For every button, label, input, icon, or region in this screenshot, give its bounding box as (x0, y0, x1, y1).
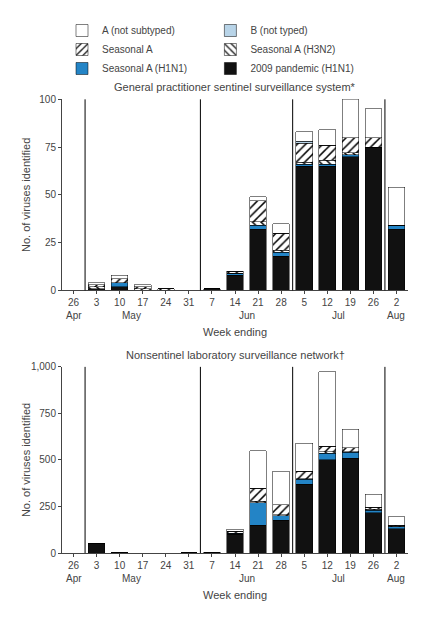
svg-text:19: 19 (345, 297, 357, 308)
svg-text:26: 26 (68, 560, 80, 571)
svg-text:750: 750 (39, 408, 56, 419)
svg-text:2: 2 (394, 297, 400, 308)
svg-text:Week ending: Week ending (203, 326, 267, 338)
svg-text:Seasonal A (H1N1): Seasonal A (H1N1) (102, 63, 187, 74)
svg-text:31: 31 (183, 297, 195, 308)
svg-text:Jun: Jun (239, 310, 255, 321)
svg-text:50: 50 (45, 189, 57, 200)
svg-text:May: May (122, 573, 141, 584)
svg-text:Aug: Aug (387, 573, 405, 584)
svg-text:3: 3 (94, 297, 100, 308)
svg-text:Week ending: Week ending (203, 589, 267, 601)
svg-text:Apr: Apr (66, 310, 82, 321)
svg-text:21: 21 (253, 297, 265, 308)
svg-text:2009 pandemic (H1N1): 2009 pandemic (H1N1) (250, 63, 353, 74)
svg-text:14: 14 (229, 560, 241, 571)
svg-text:A (not subtyped): A (not subtyped) (102, 25, 175, 36)
svg-text:24: 24 (160, 560, 172, 571)
svg-text:10: 10 (114, 560, 126, 571)
svg-text:26: 26 (368, 560, 380, 571)
svg-text:Seasonal A (H3N2): Seasonal A (H3N2) (250, 44, 335, 55)
svg-text:May: May (122, 310, 141, 321)
svg-text:0: 0 (50, 548, 56, 559)
svg-text:Jul: Jul (332, 310, 345, 321)
svg-text:14: 14 (229, 297, 241, 308)
svg-text:100: 100 (39, 94, 56, 105)
svg-text:Jul: Jul (332, 573, 345, 584)
svg-text:1,000: 1,000 (31, 361, 56, 372)
svg-text:5: 5 (301, 560, 307, 571)
svg-text:17: 17 (137, 297, 149, 308)
svg-text:5: 5 (301, 297, 307, 308)
svg-text:26: 26 (368, 297, 380, 308)
svg-text:3: 3 (94, 560, 100, 571)
svg-text:10: 10 (114, 297, 126, 308)
svg-text:31: 31 (183, 560, 195, 571)
svg-text:7: 7 (209, 560, 215, 571)
svg-text:No. of viruses identified: No. of viruses identified (20, 138, 32, 252)
svg-text:12: 12 (322, 297, 334, 308)
svg-text:12: 12 (322, 560, 334, 571)
svg-text:2: 2 (394, 560, 400, 571)
svg-text:25: 25 (45, 237, 57, 248)
svg-text:Seasonal A: Seasonal A (102, 44, 153, 55)
svg-text:21: 21 (253, 560, 265, 571)
svg-text:Jun: Jun (239, 573, 255, 584)
svg-text:250: 250 (39, 501, 56, 512)
svg-text:No. of viruses identified: No. of viruses identified (20, 403, 32, 517)
svg-text:75: 75 (45, 142, 57, 153)
svg-text:19: 19 (345, 560, 357, 571)
svg-text:17: 17 (137, 560, 149, 571)
svg-text:0: 0 (50, 285, 56, 296)
svg-text:500: 500 (39, 454, 56, 465)
svg-text:28: 28 (276, 560, 288, 571)
svg-text:7: 7 (209, 297, 215, 308)
svg-text:Aug: Aug (387, 310, 405, 321)
svg-text:26: 26 (68, 297, 80, 308)
svg-text:Apr: Apr (66, 573, 82, 584)
svg-text:General practitioner sentinel: General practitioner sentinel surveillan… (114, 81, 356, 93)
svg-text:28: 28 (276, 297, 288, 308)
svg-text:B (not typed): B (not typed) (250, 25, 307, 36)
svg-text:Nonsentinel laboratory surveil: Nonsentinel laboratory surveillance netw… (126, 349, 345, 361)
svg-text:24: 24 (160, 297, 172, 308)
